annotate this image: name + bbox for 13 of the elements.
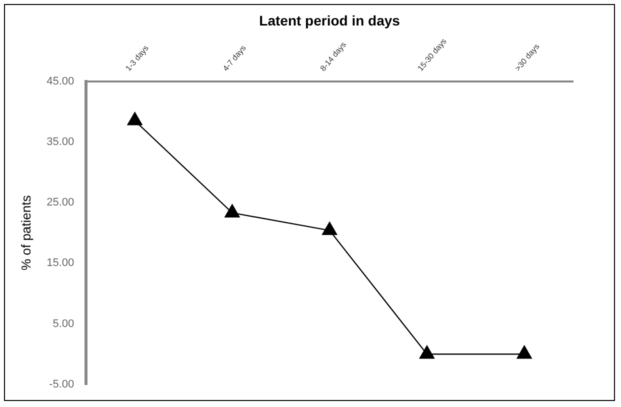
y-tick-label: 15.00 <box>46 257 74 270</box>
point <box>516 345 532 359</box>
point <box>419 345 434 359</box>
point <box>322 222 338 236</box>
y-tick-label: -5.00 <box>49 378 74 390</box>
x-axis-title: Latent period in days <box>259 12 400 28</box>
y-tick-label: 25.00 <box>46 196 74 209</box>
y-tick-label: 5.00 <box>52 318 74 330</box>
y-axis-title: % of patients <box>18 194 34 270</box>
point <box>127 112 142 126</box>
y-tick-label: 45.00 <box>46 75 74 88</box>
y-tick-label: 35.00 <box>46 136 74 148</box>
point <box>224 204 240 218</box>
